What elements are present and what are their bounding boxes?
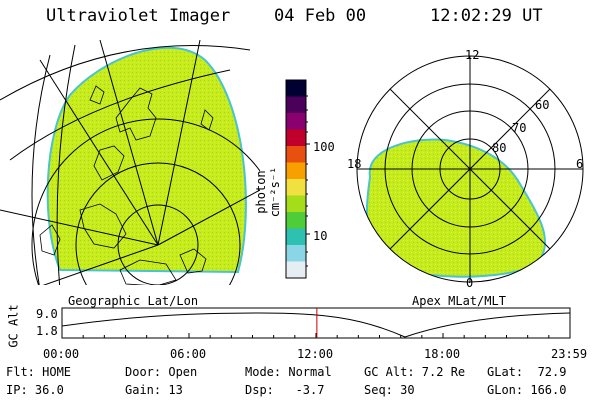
door-status: Door: Open — [125, 365, 198, 379]
colorbar-band — [286, 80, 306, 97]
altitude-curve — [61, 312, 571, 338]
altitude-timeline — [61, 307, 571, 339]
colorbar-band — [286, 96, 306, 114]
gain-status: Gain: 13 — [125, 383, 183, 397]
colorbar-band — [286, 162, 306, 180]
apex-caption: Apex MLat/MLT — [412, 294, 506, 308]
polar-plot — [356, 55, 584, 283]
colorbar-band — [286, 195, 306, 213]
colorbar-band — [286, 212, 306, 229]
dsp-status: Dsp: -3.7 — [245, 383, 325, 397]
colorbar-band — [286, 245, 306, 262]
time-label: 12:02:29 UT — [430, 6, 543, 26]
mlt-label-0: 0 — [466, 276, 474, 290]
mlt-label-6: 6 — [576, 157, 584, 171]
colorbar-tick-10: 10 — [313, 229, 328, 243]
timeline-x-label-0000: 00:00 — [43, 347, 80, 361]
flight-status: Flt: HOME — [6, 365, 72, 379]
timeline-x-label-2359: 23:59 — [551, 347, 588, 361]
colorbar-band — [286, 113, 306, 130]
latitude-circle — [31, 118, 260, 285]
latitude-circle — [75, 162, 241, 285]
colorbar-unit-label: photon cm⁻²s⁻¹ — [254, 166, 282, 218]
instrument-title: Ultraviolet Imager — [46, 6, 231, 26]
auroral-image-region — [46, 46, 247, 274]
gc-alt-status: GC Alt: 7.2 Re — [364, 365, 466, 379]
coastlines — [39, 85, 214, 285]
timeline-y-min: 1.8 — [36, 324, 58, 338]
colorbar — [285, 79, 310, 279]
glat-status: GLat: 72.9 — [487, 365, 567, 379]
seq-status: Seq: 30 — [364, 383, 415, 397]
mlat-label-60: 60 — [535, 98, 550, 112]
mlt-label-18: 18 — [347, 157, 362, 171]
mlat-label-70: 70 — [512, 121, 527, 135]
colorbar-band — [286, 179, 306, 196]
colorbar-band — [286, 228, 306, 246]
timeline-y-max: 9.0 — [36, 307, 58, 321]
ip-status: IP: 36.0 — [6, 383, 64, 397]
mlat-label-80: 80 — [492, 141, 507, 155]
mode-status: Mode: Normal — [245, 365, 332, 379]
timeline-axis-title: GC Alt — [6, 304, 21, 348]
timeline-x-label-0600: 06:00 — [170, 347, 207, 361]
auroral-oval-image — [365, 138, 547, 278]
colorbar-tick-100: 100 — [313, 140, 335, 154]
colorbar-band — [286, 146, 306, 163]
geographic-map — [0, 40, 260, 285]
latitude-circle — [117, 204, 199, 285]
timeline-x-label-1800: 18:00 — [424, 347, 461, 361]
mlt-label-12: 12 — [465, 48, 480, 62]
glon-status: GLon: 166.0 — [487, 383, 567, 397]
colorbar-band — [286, 129, 306, 147]
colorbar-band — [286, 261, 306, 279]
timeline-x-label-1200: 12:00 — [297, 347, 334, 361]
date-label: 04 Feb 00 — [274, 6, 367, 26]
geographic-caption: Geographic Lat/Lon — [68, 294, 199, 308]
